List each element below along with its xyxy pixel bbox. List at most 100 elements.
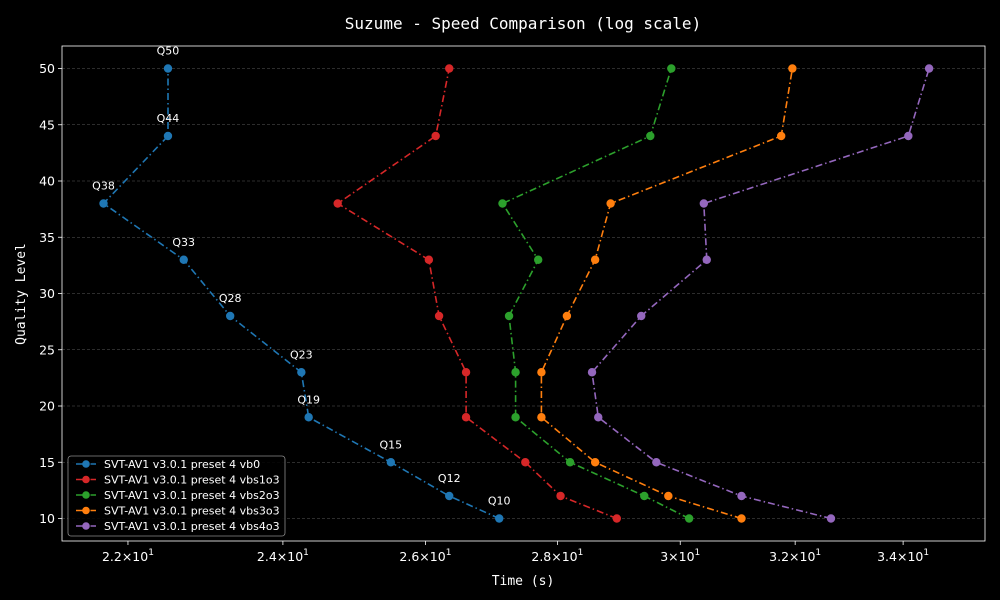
y-tick-label: 50 [39, 61, 55, 76]
y-tick-label: 20 [39, 399, 55, 414]
data-point [590, 255, 600, 264]
data-point [498, 199, 507, 208]
data-point [562, 311, 572, 321]
data-point [179, 255, 188, 264]
x-tick-label: 3×101 [660, 548, 700, 564]
chart-title: Suzume - Speed Comparison (log scale) [345, 14, 701, 33]
legend-label: SVT-AV1 v3.0.1 preset 4 vbs3o3 [104, 505, 280, 518]
data-point [431, 131, 440, 141]
point-label: Q19 [297, 393, 320, 406]
legend-marker [82, 460, 90, 468]
axis-ticks: 10 15 20 25 30 35 40 45 50 2.2×101 2.4×101 2.6×101 2… [39, 61, 929, 564]
series-2 [498, 64, 694, 523]
series-lines [99, 64, 934, 523]
data-point [556, 491, 565, 501]
data-point [386, 458, 396, 467]
legend-marker [82, 522, 90, 530]
x-tick-label: 2.6×101 [399, 548, 451, 564]
y-tick-label: 35 [39, 230, 55, 245]
data-point [565, 458, 575, 467]
data-point [737, 491, 746, 501]
point-label: Q50 [157, 45, 180, 58]
data-point [904, 131, 913, 141]
data-point [511, 413, 520, 422]
data-point [434, 311, 444, 321]
data-point [521, 458, 530, 467]
legend-marker [82, 475, 90, 484]
data-point [590, 458, 600, 467]
data-point [163, 131, 173, 141]
data-point [424, 255, 434, 264]
data-point [163, 64, 173, 73]
x-tick-label: 2.4×101 [257, 548, 309, 564]
y-axis-label: Quality Level [14, 243, 29, 345]
point-label: Q28 [219, 292, 242, 305]
legend-marker [82, 491, 90, 499]
series-line [501, 68, 690, 520]
series-4 [587, 64, 934, 523]
data-point [225, 311, 235, 321]
data-point [737, 514, 746, 523]
data-point [667, 64, 676, 73]
legend: SVT-AV1 v3.0.1 preset 4 vb0 SVT-AV1 v3.0.… [67, 455, 286, 537]
point-label: Q15 [380, 438, 403, 451]
data-point [537, 368, 546, 377]
series-0 [99, 64, 504, 523]
point-annotations: Q10 Q12 Q15 Q19 Q23 Q28 Q33 Q38 Q44 Q50 [92, 45, 510, 508]
data-point [445, 64, 454, 73]
x-tick-label: 2.2×101 [102, 548, 154, 564]
series-1 [333, 64, 622, 523]
point-label: Q38 [92, 180, 115, 193]
legend-label: SVT-AV1 v3.0.1 preset 4 vbs4o3 [104, 520, 280, 533]
data-point [924, 64, 934, 73]
data-point [788, 64, 797, 73]
data-point [504, 311, 514, 321]
series-line [102, 68, 500, 520]
data-point [699, 199, 709, 208]
series-line [540, 68, 794, 520]
data-point [537, 413, 546, 422]
data-point [826, 514, 836, 523]
point-label: Q10 [488, 495, 511, 508]
point-label: Q23 [290, 348, 313, 361]
x-tick-label: 3.4×101 [877, 548, 929, 564]
legend-box [67, 455, 286, 537]
y-tick-label: 10 [39, 511, 55, 526]
data-point [776, 131, 786, 141]
data-point [99, 199, 108, 208]
y-tick-label: 25 [39, 342, 55, 357]
y-tick-label: 15 [39, 455, 55, 470]
y-tick-label: 40 [39, 174, 55, 189]
data-point [702, 255, 711, 264]
data-point [304, 413, 313, 422]
series-line [591, 68, 930, 520]
data-point [664, 491, 673, 501]
data-point [495, 514, 504, 523]
data-point [511, 368, 520, 377]
data-point [461, 368, 471, 377]
data-point [646, 131, 655, 141]
data-point [445, 491, 454, 501]
data-point [587, 368, 597, 377]
x-tick-label: 3.2×101 [769, 548, 821, 564]
point-label: Q33 [172, 236, 195, 249]
data-point [606, 199, 615, 208]
legend-label: SVT-AV1 v3.0.1 preset 4 vb0 [104, 458, 260, 471]
data-point [461, 413, 471, 422]
point-label: Q44 [157, 112, 180, 125]
data-point [684, 514, 694, 523]
data-point [640, 491, 649, 501]
data-point [297, 368, 306, 377]
data-point [333, 199, 342, 208]
data-point [534, 255, 543, 264]
legend-marker [82, 506, 90, 515]
x-axis-label: Time (s) [492, 574, 555, 589]
x-tick-label: 2.8×101 [531, 548, 583, 564]
legend-label: SVT-AV1 v3.0.1 preset 4 vbs1o3 [104, 474, 280, 487]
legend-label: SVT-AV1 v3.0.1 preset 4 vbs2o3 [104, 489, 280, 502]
point-label: Q12 [438, 472, 461, 485]
data-point [612, 514, 622, 523]
series-3 [537, 64, 797, 523]
data-point [652, 458, 661, 467]
